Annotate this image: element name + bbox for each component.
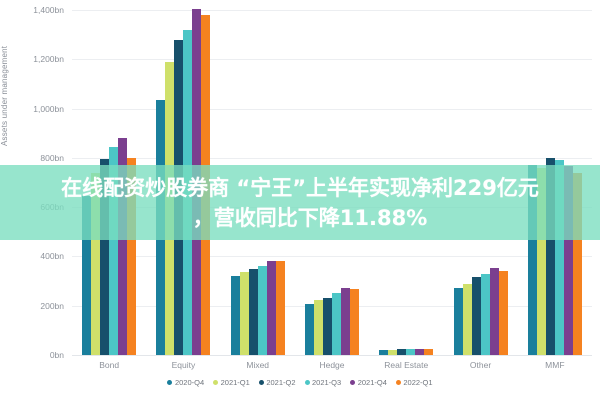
- x-axis-label-hedge: Hedge: [319, 360, 345, 370]
- legend-item[interactable]: 2022-Q1: [395, 378, 433, 387]
- bar[interactable]: [379, 349, 389, 355]
- legend-label: 2020-Q4: [174, 378, 205, 387]
- y-axis-tick-label: 600bn: [40, 202, 64, 213]
- legend-swatch-icon: [395, 380, 401, 385]
- bar[interactable]: [82, 196, 92, 355]
- bar[interactable]: [480, 273, 490, 355]
- legend-item[interactable]: 2021-Q1: [213, 378, 250, 387]
- bar[interactable]: [424, 349, 434, 355]
- gridline: [72, 108, 592, 110]
- legend-label: 2021-Q4: [357, 378, 387, 387]
- bar[interactable]: [313, 300, 323, 355]
- bar-group-bars: [369, 10, 443, 355]
- bar[interactable]: [201, 15, 211, 355]
- bar-group: [221, 10, 295, 355]
- bar[interactable]: [109, 146, 119, 355]
- bar[interactable]: [230, 276, 240, 355]
- y-axis-tick-label: 1,400bn: [33, 5, 64, 15]
- bar[interactable]: [91, 172, 101, 355]
- bar[interactable]: [397, 349, 407, 355]
- bar[interactable]: [415, 349, 425, 355]
- gridline: [72, 157, 592, 159]
- legend-label: 2021-Q1: [220, 378, 250, 387]
- bar[interactable]: [156, 99, 166, 355]
- bar[interactable]: [100, 159, 110, 355]
- legend-label: 2022-Q1: [403, 378, 433, 387]
- bar[interactable]: [462, 283, 472, 355]
- bar[interactable]: [489, 268, 499, 355]
- bar-group: [295, 10, 369, 355]
- bar[interactable]: [554, 160, 564, 355]
- bar[interactable]: [183, 29, 193, 355]
- bar[interactable]: [471, 276, 481, 355]
- x-axis-label-mixed: Mixed: [246, 360, 270, 370]
- bar-group-bars: [72, 10, 146, 355]
- bar[interactable]: [545, 157, 555, 355]
- x-axis-label-real-estate: Real Estate: [384, 360, 429, 370]
- gridline: [72, 59, 592, 61]
- y-axis-tick-label: 0bn: [49, 350, 64, 360]
- x-axis-label-mmf: MMF: [545, 360, 565, 370]
- bar-group-bars: [295, 10, 369, 355]
- legend-item[interactable]: 2021-Q4: [350, 378, 387, 387]
- gridline: [72, 256, 592, 258]
- legend-swatch-icon: [258, 380, 264, 385]
- bar-group: [146, 8, 220, 355]
- y-axis-tick-label: 200bn: [40, 300, 64, 311]
- chart-legend: 2020-Q4 2021-Q1 2021-Q2 2021-Q3 2021-Q4 2022-…: [0, 378, 600, 387]
- legend-swatch-icon: [213, 380, 219, 385]
- legend-item[interactable]: 2020-Q4: [167, 378, 204, 387]
- bar[interactable]: [248, 269, 258, 355]
- bar[interactable]: [192, 8, 202, 355]
- bar[interactable]: [349, 288, 359, 355]
- bar-group: [72, 10, 146, 355]
- x-axis-label-bond: Bond: [99, 360, 120, 370]
- bar[interactable]: [118, 138, 128, 355]
- y-axis-tick-label: 1,000bn: [33, 103, 64, 114]
- legend-swatch-icon: [167, 380, 173, 385]
- bar[interactable]: [340, 287, 350, 355]
- bar[interactable]: [563, 166, 573, 355]
- gridline: [72, 10, 592, 11]
- y-axis-tick-label: 1,200bn: [33, 54, 64, 65]
- bar-group-bars: [221, 10, 295, 355]
- legend-label: 2021-Q3: [312, 378, 342, 387]
- bar-group: [369, 10, 443, 355]
- bar[interactable]: [275, 260, 285, 355]
- bar-group-bars: [146, 8, 220, 355]
- bar[interactable]: [174, 40, 184, 355]
- bar[interactable]: [304, 304, 314, 355]
- plot-area: 0bn 200bn 400bn 600bn 800bn 1,000bn 1,200bn 1,4…: [33, 5, 592, 360]
- bar[interactable]: [331, 292, 341, 355]
- y-axis-tick-label: 800bn: [40, 152, 64, 163]
- legend-label: 2021-Q2: [266, 378, 296, 387]
- legend-item[interactable]: 2021-Q2: [258, 378, 296, 387]
- gridline: [72, 355, 592, 356]
- y-axis-tick-label: 400bn: [40, 251, 64, 262]
- legend-swatch-icon: [304, 380, 310, 385]
- bar[interactable]: [572, 172, 582, 355]
- legend-item[interactable]: 2021-Q3: [304, 378, 342, 387]
- y-axis-title: Assets under management: [0, 45, 9, 146]
- bar-group: [443, 10, 517, 355]
- x-axis-label-equity: Equity: [171, 360, 196, 370]
- x-axis-label-other: Other: [469, 360, 492, 370]
- bar[interactable]: [257, 265, 267, 355]
- bar-group-bars: [518, 10, 592, 355]
- bar[interactable]: [527, 165, 537, 355]
- bar[interactable]: [322, 297, 332, 355]
- bar[interactable]: [406, 349, 416, 355]
- bar[interactable]: [266, 261, 276, 355]
- bar[interactable]: [453, 287, 463, 355]
- bar[interactable]: [127, 157, 137, 355]
- bar[interactable]: [165, 61, 175, 355]
- bar-group: [518, 10, 592, 355]
- bar[interactable]: [239, 272, 249, 355]
- bar-group-bars: [443, 10, 517, 355]
- bar[interactable]: [498, 271, 508, 355]
- bar[interactable]: [536, 167, 546, 355]
- bar[interactable]: [388, 349, 398, 355]
- legend-swatch-icon: [350, 380, 356, 385]
